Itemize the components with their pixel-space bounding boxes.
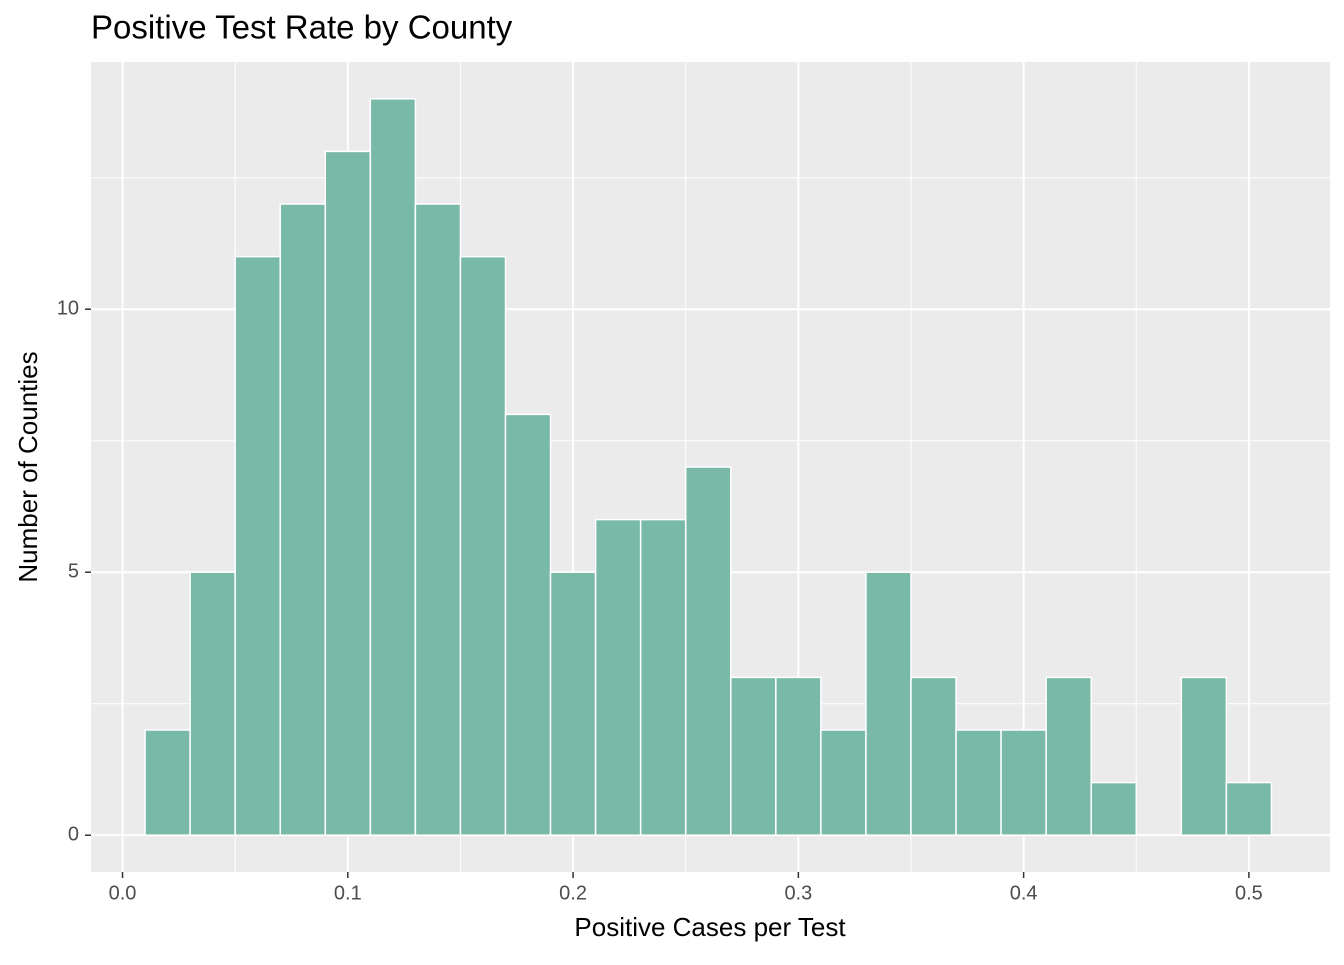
x-tick-label: 0.3 <box>784 882 812 904</box>
x-tick-label: 0.0 <box>109 882 137 904</box>
bar <box>234 255 281 836</box>
bar <box>1045 676 1092 836</box>
bar <box>324 150 372 836</box>
bar <box>459 255 507 836</box>
bar <box>730 676 777 836</box>
y-tick-label: 5 <box>68 560 79 582</box>
bar <box>144 729 191 836</box>
bar <box>189 571 236 836</box>
bar <box>865 571 912 836</box>
chart-title: Positive Test Rate by County <box>91 9 513 46</box>
bar <box>684 466 732 836</box>
x-tick-label: 0.2 <box>559 882 587 904</box>
bar <box>820 729 867 836</box>
bar <box>279 203 327 836</box>
x-axis-label: Positive Cases per Test <box>574 912 846 942</box>
bar <box>1225 781 1273 836</box>
y-tick-label: 0 <box>68 823 79 845</box>
bar <box>910 676 957 836</box>
bar <box>1180 676 1228 836</box>
bar <box>639 518 687 836</box>
bar <box>1090 781 1138 836</box>
y-axis-label: Number of Counties <box>13 351 43 582</box>
bar <box>369 98 417 836</box>
x-tick-label: 0.4 <box>1010 882 1038 904</box>
bar <box>594 518 642 836</box>
bar <box>955 729 1002 836</box>
bar <box>1000 729 1047 836</box>
x-tick-label: 0.1 <box>334 882 362 904</box>
bar <box>549 571 597 836</box>
bar <box>504 413 552 836</box>
bar <box>414 203 462 836</box>
x-tick-label: 0.5 <box>1235 882 1263 904</box>
bar <box>775 676 822 836</box>
y-tick-label: 10 <box>57 297 79 319</box>
